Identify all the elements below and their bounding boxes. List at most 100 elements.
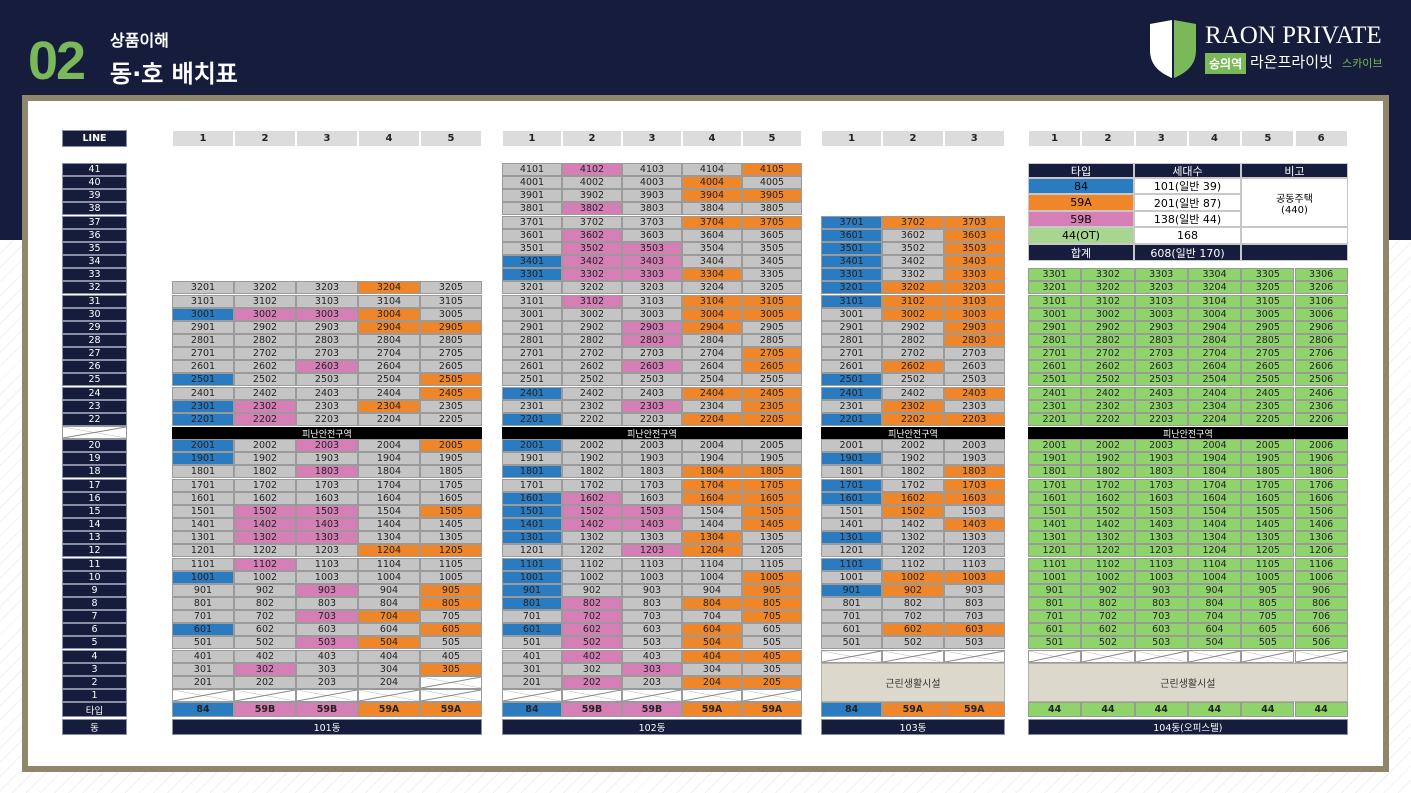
unit-cell: 3102 (1081, 294, 1135, 308)
unit-cell: 2501 (1028, 373, 1082, 387)
unit-type-cell: 59A (882, 702, 944, 717)
unit-cell: 3005 (1241, 307, 1295, 321)
unit-cell: 1201 (821, 544, 883, 558)
unit-cell: 602 (234, 623, 296, 637)
cross-mark-icon (359, 690, 419, 701)
unit-cell: 1303 (622, 531, 682, 545)
cross-mark-icon (1296, 651, 1347, 662)
unit-cell: 2304 (1187, 399, 1242, 413)
unit-type-cell: 84 (502, 702, 562, 717)
unit-cell: 3206 (1294, 281, 1348, 295)
unit-cell: 401 (172, 649, 234, 663)
unit-cell: 1104 (1187, 557, 1242, 571)
unit-cell: 2505 (420, 373, 482, 387)
empty-unit (172, 689, 234, 702)
unit-cell: 3303 (622, 268, 682, 282)
unit-cell: 3603 (943, 228, 1005, 242)
unit-cell: 602 (1081, 623, 1135, 637)
unit-cell: 1901 (1028, 452, 1082, 466)
legend-total: 608(일반 170) (1134, 244, 1241, 261)
floor-label: 33 (62, 268, 127, 282)
unit-cell: 2501 (502, 373, 562, 387)
empty-unit (296, 689, 358, 702)
unit-cell: 3705 (742, 215, 802, 229)
unit-cell: 703 (943, 610, 1005, 624)
unit-cell: 402 (234, 649, 296, 663)
unit-cell: 903 (622, 583, 682, 597)
unit-cell: 2405 (420, 386, 482, 400)
unit-type-cell: 59A (682, 702, 742, 717)
unit-cell: 3703 (622, 215, 682, 229)
unit-cell: 1504 (1187, 504, 1242, 518)
unit-cell: 2701 (821, 347, 883, 361)
floor-label: 30 (62, 307, 127, 321)
floor-label: 28 (62, 333, 127, 347)
floor-label: 27 (62, 347, 127, 361)
empty-unit (358, 689, 420, 702)
unit-cell: 1604 (358, 491, 420, 505)
unit-cell: 2402 (234, 386, 296, 400)
unit-cell: 2402 (882, 386, 944, 400)
empty-unit (682, 689, 742, 702)
unit-cell: 3004 (358, 307, 420, 321)
unit-cell: 3804 (682, 202, 742, 216)
cross-mark-icon (822, 651, 881, 662)
unit-cell: 3305 (742, 268, 802, 282)
unit-cell: 2802 (562, 333, 622, 347)
unit-cell: 1503 (943, 504, 1005, 518)
empty-unit (420, 675, 482, 689)
floor-label: 13 (62, 531, 127, 545)
unit-cell: 3301 (502, 268, 562, 282)
unit-cell: 1101 (502, 557, 562, 571)
unit-cell: 1902 (882, 452, 944, 466)
unit-cell: 2004 (682, 439, 742, 453)
unit-cell: 1801 (1028, 465, 1082, 479)
unit-cell: 1101 (172, 557, 234, 571)
unit-cell: 3306 (1294, 268, 1348, 282)
unit-cell: 1701 (1028, 478, 1082, 492)
unit-type-cell: 84 (172, 702, 234, 717)
unit-cell: 1702 (562, 478, 622, 492)
unit-cell: 3003 (1134, 307, 1188, 321)
unit-cell: 2201 (821, 412, 883, 426)
line-number-header: 1 (1028, 130, 1082, 147)
unit-cell: 701 (821, 610, 883, 624)
unit-cell: 2805 (1241, 333, 1295, 347)
unit-cell: 502 (234, 636, 296, 650)
unit-cell: 404 (682, 649, 742, 663)
legend-note-empty (1241, 227, 1348, 244)
unit-cell: 3101 (821, 294, 883, 308)
unit-cell: 803 (622, 596, 682, 610)
floor-label: 6 (62, 623, 127, 637)
unit-cell: 4003 (622, 176, 682, 190)
unit-cell: 606 (1294, 623, 1348, 637)
line-header: LINE (62, 130, 127, 147)
unit-cell: 1005 (1241, 570, 1295, 584)
unit-cell: 1502 (562, 504, 622, 518)
unit-cell: 1701 (172, 478, 234, 492)
unit-cell: 1003 (943, 570, 1005, 584)
unit-cell: 204 (682, 675, 742, 689)
unit-cell: 1003 (1134, 570, 1188, 584)
unit-cell: 3403 (622, 255, 682, 269)
floor-label: 15 (62, 504, 127, 518)
unit-cell: 1005 (420, 570, 482, 584)
unit-cell: 1904 (682, 452, 742, 466)
page-title: 동·호 배치표 (110, 60, 238, 88)
unit-cell: 2702 (1081, 347, 1135, 361)
building-name: 103동 (821, 719, 1005, 735)
unit-cell: 2606 (1294, 360, 1348, 374)
type-row-label: 타입 (62, 702, 127, 717)
unit-cell: 2402 (562, 386, 622, 400)
cross-mark-icon (173, 690, 233, 701)
unit-cell: 1106 (1294, 557, 1348, 571)
unit-cell: 1904 (1187, 452, 1242, 466)
unit-cell: 1102 (562, 557, 622, 571)
unit-cell: 2301 (172, 399, 234, 413)
unit-cell: 1102 (234, 557, 296, 571)
unit-cell: 1202 (234, 544, 296, 558)
dong-row-label: 동 (62, 719, 127, 735)
unit-cell: 1301 (172, 531, 234, 545)
unit-cell: 4104 (682, 163, 742, 176)
legend-total-label: 합계 (1028, 244, 1134, 261)
